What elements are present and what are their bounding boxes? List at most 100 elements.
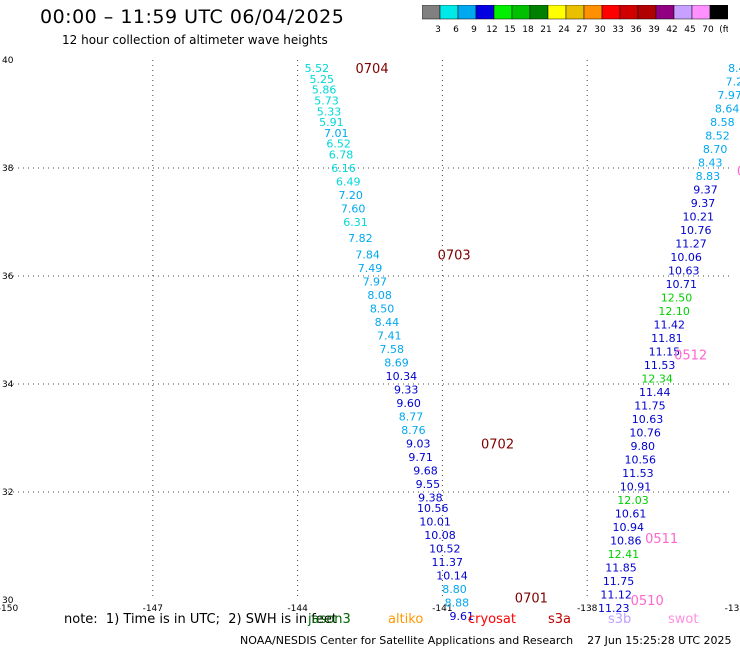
y-tick-label: 36 bbox=[2, 272, 14, 282]
pass-label: 0510 bbox=[631, 594, 664, 609]
satellite-label-jason3: jason3 bbox=[308, 612, 351, 627]
satellite-label-cryosat: cryosat bbox=[468, 612, 516, 627]
wave-height-value: 10.76 bbox=[629, 427, 661, 440]
wave-height-value: 12.10 bbox=[658, 305, 690, 318]
wave-height-value: 10.52 bbox=[429, 543, 461, 556]
wave-height-value: 5.91 bbox=[319, 116, 344, 129]
wave-height-value: 9.33 bbox=[394, 383, 419, 396]
wave-height-value: 8.80 bbox=[442, 583, 467, 596]
legend-label: 21 bbox=[540, 25, 551, 35]
legend-label: 9 bbox=[471, 25, 477, 35]
wave-height-value: 10.14 bbox=[436, 570, 468, 583]
y-tick-label: 30 bbox=[2, 596, 14, 606]
wave-height-value: 5.33 bbox=[317, 105, 342, 118]
wave-height-value: 6.78 bbox=[329, 149, 354, 162]
wave-height-value: 8.83 bbox=[696, 170, 721, 183]
wave-height-value: 12.03 bbox=[617, 494, 649, 507]
wave-height-value: 5.86 bbox=[312, 84, 337, 97]
legend-label: 12 bbox=[486, 25, 497, 35]
wave-height-value: 7.41 bbox=[377, 329, 402, 342]
pass-label: 0702 bbox=[481, 437, 514, 452]
pass-label: 0704 bbox=[356, 62, 389, 77]
wave-height-value: 7.20 bbox=[338, 189, 363, 202]
wave-height-value: 12.50 bbox=[661, 292, 693, 305]
x-tick-label: -13 bbox=[725, 604, 740, 614]
x-tick-label: -144 bbox=[287, 604, 308, 614]
satellite-label-s3b: s3b bbox=[608, 612, 632, 627]
wave-height-value: 9.68 bbox=[413, 464, 438, 477]
legend-label: 39 bbox=[648, 25, 660, 35]
wave-height-value: 11.12 bbox=[600, 589, 632, 602]
wave-height-value: 7.60 bbox=[341, 203, 366, 216]
wave-height-value: 11.15 bbox=[649, 346, 681, 359]
x-tick-label: -150 bbox=[0, 604, 18, 614]
wave-height-value: 10.94 bbox=[612, 521, 644, 534]
legend-label: 36 bbox=[630, 25, 642, 35]
wave-height-value: 11.23 bbox=[598, 602, 630, 615]
footnote: note: 1) Time is in UTC; 2) SWH is in fe… bbox=[64, 612, 337, 627]
wave-height-value: 9.71 bbox=[408, 451, 433, 464]
pass-label: 0 bbox=[737, 165, 740, 180]
wave-height-value: 10.34 bbox=[386, 370, 418, 383]
wave-height-value: 10.61 bbox=[615, 508, 647, 521]
wave-height-value: 8.88 bbox=[445, 597, 470, 610]
wave-height-value: 10.91 bbox=[620, 481, 652, 494]
y-tick-label: 34 bbox=[2, 380, 14, 390]
legend-label: 33 bbox=[612, 25, 623, 35]
wave-height-value: 10.56 bbox=[625, 454, 657, 467]
wave-height-value: 5.52 bbox=[305, 62, 330, 75]
wave-height-value: 10.06 bbox=[670, 251, 702, 264]
wave-height-value: 11.53 bbox=[644, 359, 676, 372]
wave-height-value: 7.49 bbox=[358, 262, 383, 275]
x-tick-label: -147 bbox=[143, 604, 163, 614]
wave-height-value: 8.77 bbox=[399, 410, 424, 423]
wave-height-value: 7.97 bbox=[363, 275, 388, 288]
legend-label: (ft) bbox=[719, 25, 728, 35]
satellite-label-swot: swot bbox=[668, 612, 699, 627]
wave-height-value: 9.61 bbox=[449, 610, 474, 623]
wave-height-value: 8.69 bbox=[384, 356, 409, 369]
wave-height-value: 12.41 bbox=[608, 548, 640, 561]
wave-height-value: 6.31 bbox=[343, 216, 368, 229]
wave-height-value: 8.70 bbox=[703, 143, 728, 156]
wave-height-value: 11.75 bbox=[634, 400, 666, 413]
wave-height-value: 8.52 bbox=[705, 130, 730, 143]
legend-label: 3 bbox=[435, 25, 441, 35]
wave-height-value: 6.52 bbox=[326, 138, 351, 151]
legend-label: 24 bbox=[558, 25, 570, 35]
wave-height-value: 11.53 bbox=[622, 467, 654, 480]
wave-height-value: 8.08 bbox=[367, 289, 392, 302]
satellite-label-s3a: s3a bbox=[548, 612, 572, 627]
wave-height-value: 6.49 bbox=[336, 176, 361, 189]
wave-height-value: 8.64 bbox=[715, 103, 740, 116]
legend-label: 45 bbox=[684, 25, 695, 35]
y-tick-label: 38 bbox=[2, 164, 14, 174]
pass-label: 0703 bbox=[438, 248, 471, 263]
wave-height-value: 8.4 bbox=[728, 62, 740, 75]
legend-label: 15 bbox=[504, 25, 515, 35]
wave-height-value: 5.25 bbox=[309, 73, 334, 86]
y-tick-label: 40 bbox=[2, 56, 14, 66]
pass-label: 0512 bbox=[674, 348, 707, 363]
wave-height-value: 9.80 bbox=[630, 440, 655, 453]
wave-height-value: 9.37 bbox=[691, 197, 716, 210]
wave-height-value: 11.27 bbox=[675, 238, 707, 251]
wave-height-value: 5.73 bbox=[314, 95, 339, 108]
wave-height-value: 8.76 bbox=[401, 424, 426, 437]
satellite-label-altiko: altiko bbox=[388, 612, 424, 627]
wave-height-value: 12.34 bbox=[641, 373, 673, 386]
page-title: 00:00 – 11:59 UTC 06/04/2025 bbox=[40, 6, 345, 28]
wave-height-value: 10.01 bbox=[419, 516, 451, 529]
wave-height-value: 10.21 bbox=[682, 211, 714, 224]
page-subtitle: 12 hour collection of altimeter wave hei… bbox=[62, 33, 328, 47]
wave-height-value: 9.55 bbox=[416, 478, 441, 491]
wave-height-value: 7.84 bbox=[355, 248, 380, 261]
legend-label: 18 bbox=[522, 25, 534, 35]
y-tick-label: 32 bbox=[2, 488, 13, 498]
wave-height-value: 9.03 bbox=[406, 437, 431, 450]
wave-height-value: 8.44 bbox=[375, 316, 400, 329]
wave-height-value: 6.16 bbox=[331, 162, 356, 175]
legend-label: 70 bbox=[702, 25, 714, 35]
wave-height-value: 7.58 bbox=[379, 343, 404, 356]
